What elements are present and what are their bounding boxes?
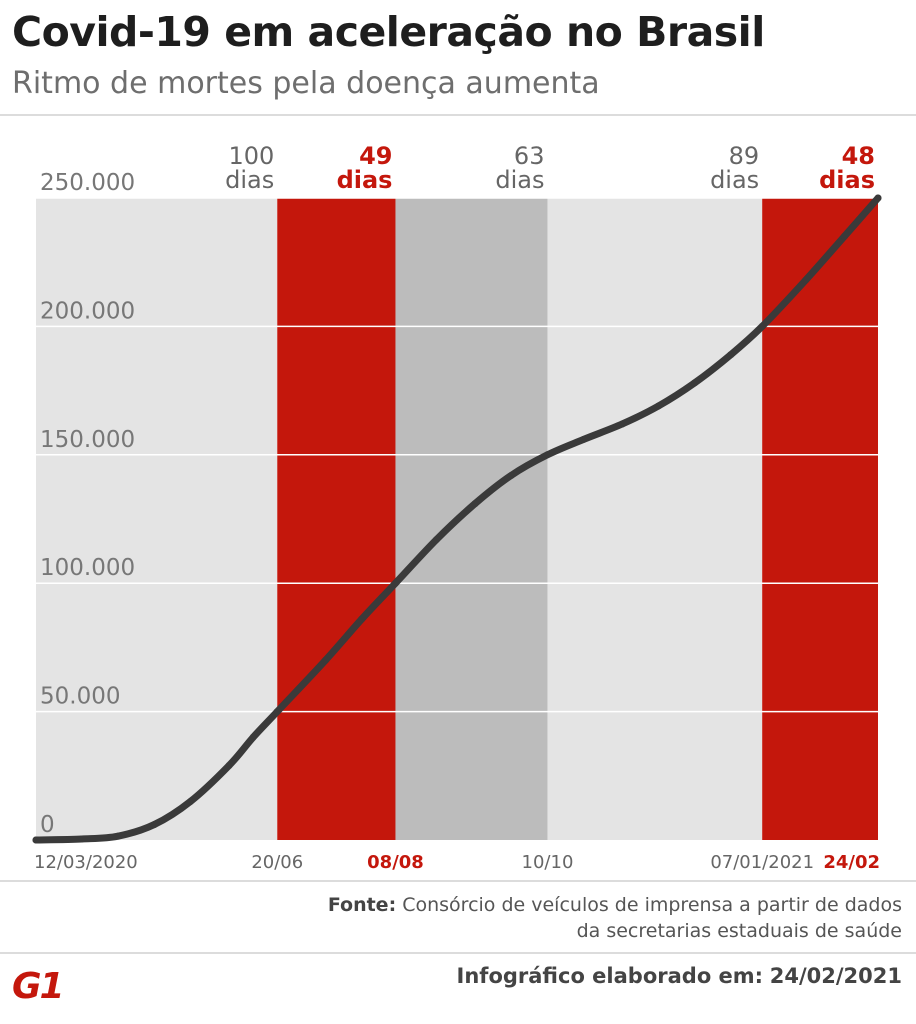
period-bands bbox=[36, 198, 878, 840]
data-point bbox=[358, 615, 366, 623]
data-point bbox=[225, 762, 233, 770]
x-axis-labels: 12/03/2020 20/06 08/08 10/10 07/01/2021 24/02 bbox=[34, 852, 880, 873]
period-days-value: 49 bbox=[359, 142, 392, 170]
data-point bbox=[78, 835, 86, 843]
x-tick-label: 24/02 bbox=[823, 852, 880, 873]
grid-lines bbox=[36, 197, 878, 713]
data-point bbox=[432, 536, 440, 544]
made-date: 24/02/2021 bbox=[769, 964, 902, 988]
source-label: Fonte: bbox=[327, 894, 397, 916]
data-point bbox=[186, 797, 194, 805]
deaths-line bbox=[32, 194, 882, 844]
data-point bbox=[32, 836, 40, 844]
x-tick-label: 10/10 bbox=[522, 852, 574, 873]
y-tick-label: 50.000 bbox=[40, 684, 120, 710]
data-point bbox=[391, 579, 399, 587]
y-tick-label: 0 bbox=[40, 812, 55, 838]
period-band-4 bbox=[762, 198, 878, 840]
period-days-value: 100 bbox=[228, 142, 274, 170]
data-point bbox=[543, 451, 551, 459]
x-tick-label: 20/06 bbox=[251, 852, 303, 873]
period-days-unit: dias bbox=[710, 166, 759, 194]
data-point bbox=[727, 351, 735, 359]
period-days-value: 89 bbox=[729, 142, 760, 170]
period-days-value: 48 bbox=[842, 142, 875, 170]
data-point bbox=[507, 471, 515, 479]
data-point bbox=[322, 656, 330, 664]
x-tick-label: 07/01/2021 bbox=[710, 852, 814, 873]
x-tick-label: 08/08 bbox=[367, 852, 424, 873]
period-band-3 bbox=[547, 198, 763, 840]
page-title: Covid-19 em aceleração no Brasil bbox=[12, 8, 765, 56]
y-tick-label: 100.000 bbox=[40, 555, 135, 581]
period-days-unit: dias bbox=[225, 166, 274, 194]
source-note: Fonte: Consórcio de veículos de imprensa… bbox=[328, 892, 902, 944]
data-point bbox=[150, 821, 158, 829]
data-point bbox=[654, 402, 662, 410]
data-point bbox=[691, 379, 699, 387]
data-point bbox=[758, 322, 766, 330]
data-point bbox=[114, 832, 122, 840]
x-tick-label: 12/03/2020 bbox=[34, 852, 138, 873]
source-line-1: Consórcio de veículos de imprensa a part… bbox=[402, 894, 902, 916]
data-point bbox=[618, 420, 626, 428]
y-tick-label: 200.000 bbox=[40, 298, 135, 324]
header-divider bbox=[0, 114, 916, 116]
made-date-note: Infográfico elaborado em: 24/02/2021 bbox=[457, 964, 902, 988]
data-point bbox=[840, 233, 848, 241]
source-line-2: da secretarias estaduais de saúde bbox=[576, 920, 902, 942]
period-days-unit: dias bbox=[819, 166, 875, 194]
data-point bbox=[471, 500, 479, 508]
y-tick-label: 250.000 bbox=[40, 170, 135, 196]
data-point bbox=[874, 194, 882, 202]
period-days-unit: dias bbox=[337, 166, 393, 194]
period-band-1 bbox=[277, 198, 396, 840]
data-point bbox=[273, 708, 281, 716]
footer-divider bbox=[0, 952, 916, 954]
page-subtitle: Ritmo de mortes pela doença aumenta bbox=[12, 66, 600, 101]
period-days-value: 63 bbox=[514, 142, 545, 170]
y-tick-label: 150.000 bbox=[40, 427, 135, 453]
data-point bbox=[580, 435, 588, 443]
period-band-2 bbox=[395, 198, 548, 840]
period-band-0 bbox=[36, 198, 278, 840]
data-point bbox=[802, 276, 810, 284]
made-label: Infográfico elaborado em: bbox=[456, 964, 764, 988]
y-axis-labels: 0 50.000 100.000 150.000 200.000 250.000 bbox=[40, 170, 135, 838]
chart-divider bbox=[0, 880, 916, 882]
g1-logo: G1 bbox=[12, 966, 65, 1007]
period-days-unit: dias bbox=[495, 166, 544, 194]
data-point bbox=[249, 733, 257, 741]
